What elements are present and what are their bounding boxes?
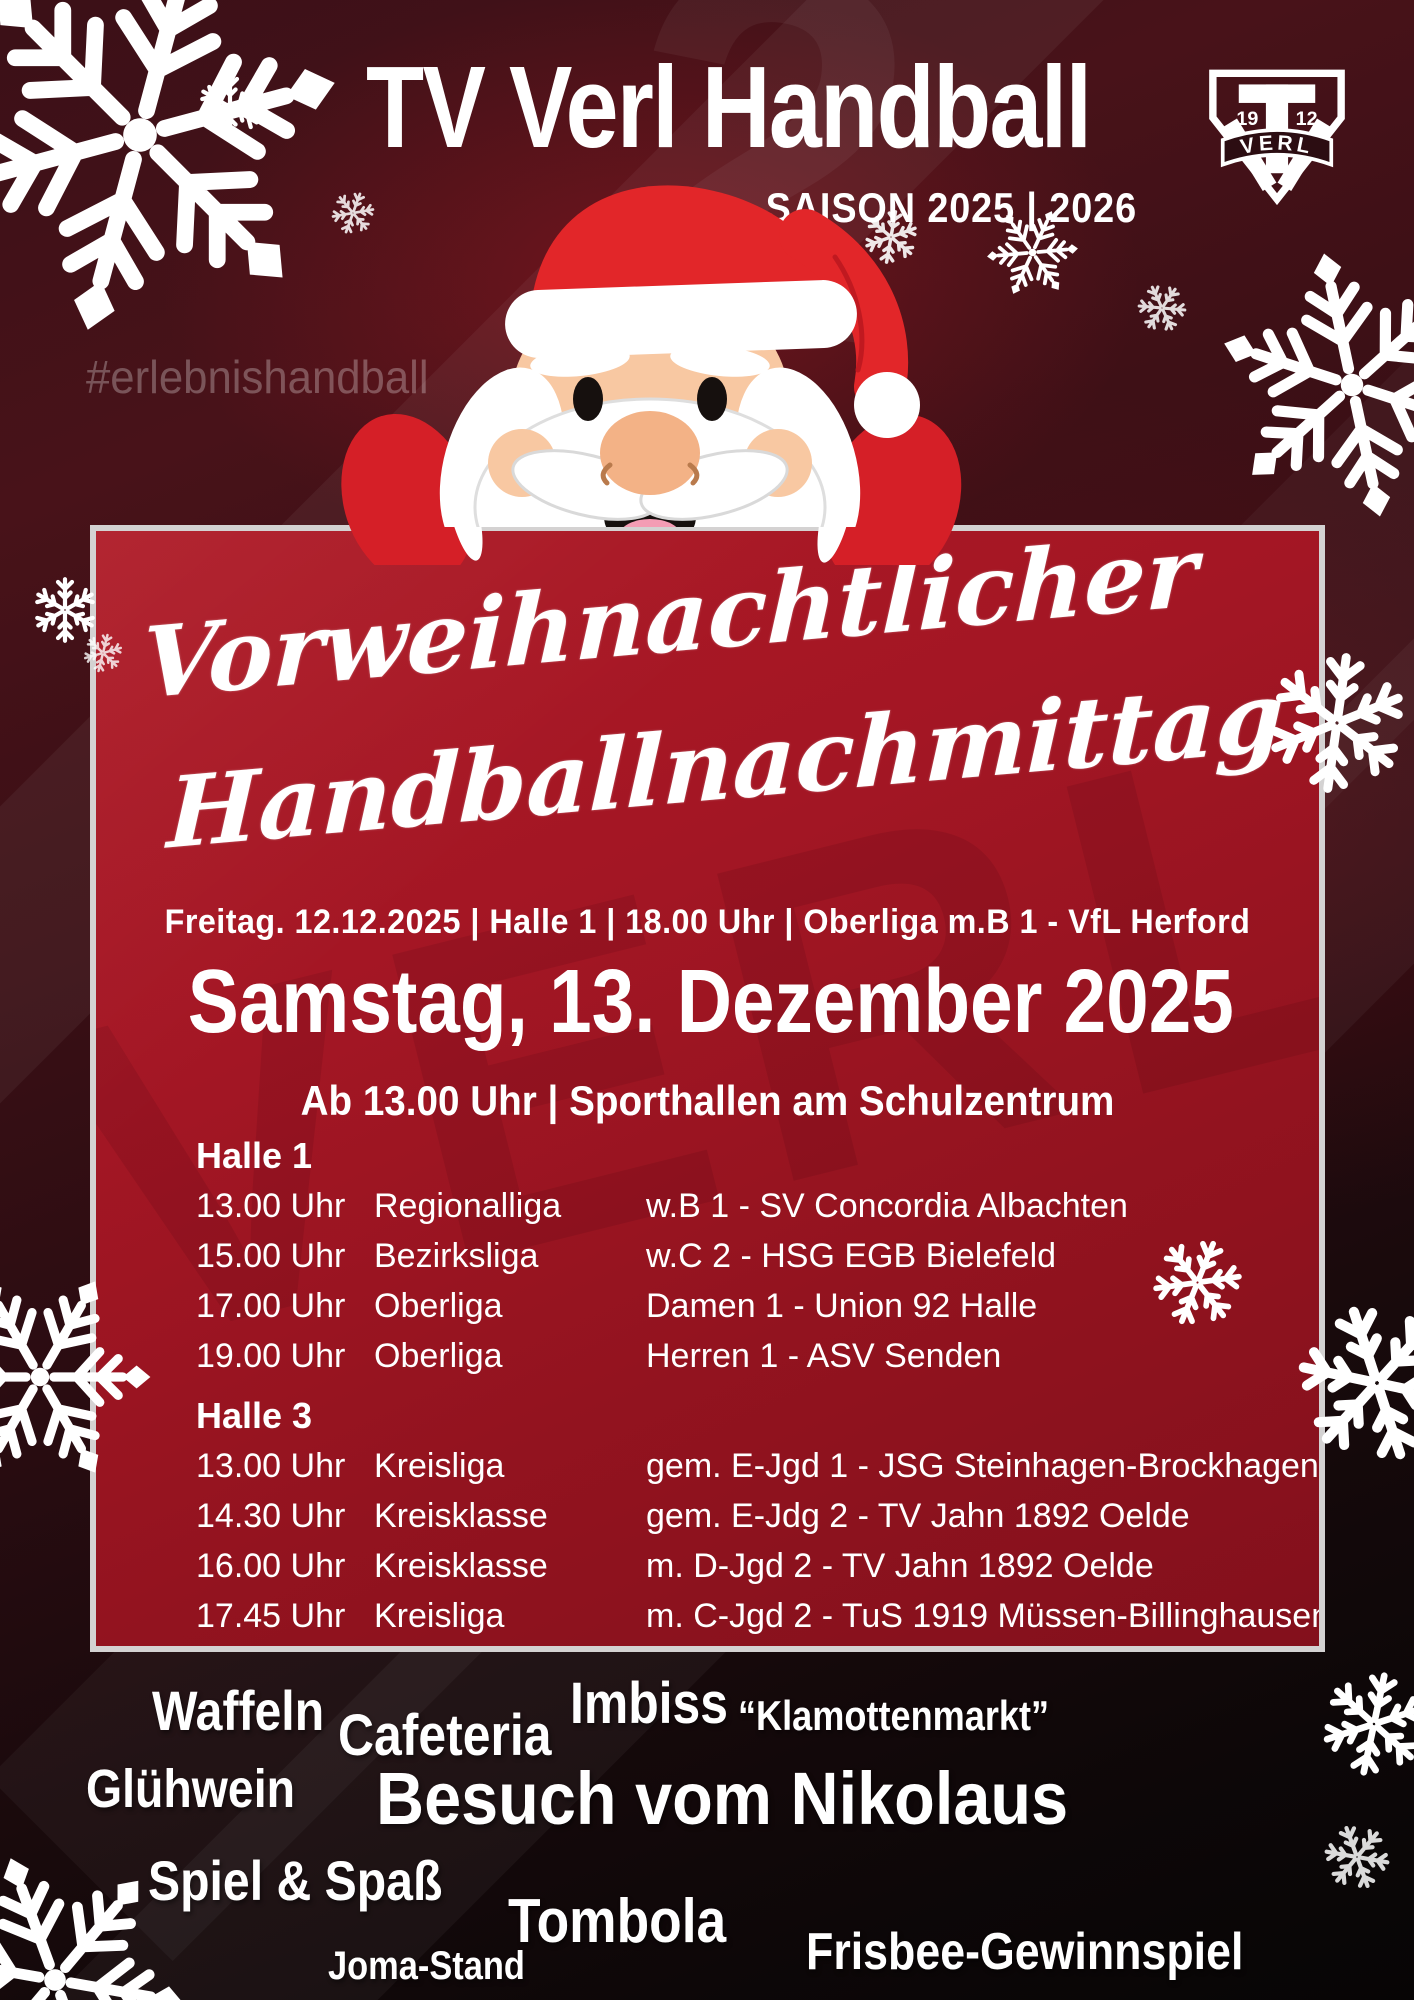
event-board: VERL Vorweihnachtlicher Handballnachmitt… bbox=[90, 525, 1325, 1652]
attraction-nikolaus: Besuch vom Nikolaus bbox=[376, 1757, 1069, 1840]
attraction-tombola: Tombola bbox=[508, 1887, 727, 1956]
match-time: 17.45 Uhr bbox=[196, 1597, 346, 1635]
attraction-klamottenmarkt: “Klamottenmarkt” bbox=[738, 1692, 1050, 1739]
match-league: Oberliga bbox=[374, 1337, 503, 1375]
club-logo: 19 12 VERL bbox=[1209, 69, 1345, 206]
match-schedule: Halle 1 13.00 Uhr Regionalliga w.B 1 - S… bbox=[196, 1131, 1319, 1641]
attraction-gluehwein: Glühwein bbox=[86, 1759, 295, 1819]
attraction-waffeln: Waffeln bbox=[152, 1679, 325, 1742]
snowflake-icon bbox=[1136, 282, 1188, 334]
match-time: 16.00 Uhr bbox=[196, 1547, 346, 1585]
snowflake-icon bbox=[195, 72, 265, 142]
attraction-frisbee: Frisbee-Gewinnspiel bbox=[806, 1923, 1244, 1981]
attraction-cafeteria: Cafeteria bbox=[338, 1703, 552, 1768]
match-league: Oberliga bbox=[374, 1287, 503, 1325]
match-time: 19.00 Uhr bbox=[196, 1337, 346, 1375]
match-teams: gem. E-Jgd 1 - JSG Steinhagen-Brockhagen bbox=[646, 1447, 1319, 1485]
santa-illustration bbox=[341, 185, 962, 565]
logo-club-name: VERL bbox=[1239, 132, 1312, 159]
attraction-joma-stand: Joma-Stand bbox=[328, 1944, 525, 1988]
logo-year-right: 12 bbox=[1296, 108, 1318, 130]
friday-info-line: Freitag. 12.12.2025 | Halle 1 | 18.00 Uh… bbox=[164, 903, 1251, 941]
snowflake-icon bbox=[1322, 1822, 1392, 1892]
snowflake-icon bbox=[1318, 1668, 1414, 1780]
match-time: 15.00 Uhr bbox=[196, 1237, 346, 1275]
santa-hat bbox=[505, 185, 920, 438]
logo-year-left: 19 bbox=[1236, 108, 1258, 130]
match-teams: m. D-Jgd 2 - TV Jahn 1892 Oelde bbox=[646, 1547, 1154, 1585]
match-league: Kreisklasse bbox=[374, 1497, 548, 1535]
hall1-header: Halle 1 bbox=[196, 1135, 313, 1176]
santa-mitten-left bbox=[341, 414, 475, 565]
attraction-spiel-und-spass: Spiel & Spaß bbox=[148, 1849, 443, 1912]
match-league: Kreisklasse bbox=[374, 1547, 548, 1585]
page-title: TV Verl Handball bbox=[366, 42, 1092, 172]
match-teams: gem. E-Jdg 2 - TV Jahn 1892 Oelde bbox=[646, 1497, 1190, 1535]
match-teams: w.C 2 - HSG EGB Bielefeld bbox=[646, 1237, 1057, 1275]
match-teams: m. C-Jgd 2 - TuS 1919 Müssen-Billinghaus… bbox=[646, 1597, 1325, 1635]
match-time: 17.00 Uhr bbox=[196, 1287, 346, 1325]
match-teams: Damen 1 - Union 92 Halle bbox=[646, 1287, 1038, 1325]
svg-text:VERL: VERL bbox=[1239, 132, 1316, 159]
hashtag-label: #erlebnishandball bbox=[86, 351, 429, 403]
match-league: Bezirksliga bbox=[374, 1237, 539, 1275]
match-teams: Herren 1 - ASV Senden bbox=[646, 1337, 1002, 1375]
attraction-imbiss: Imbiss bbox=[570, 1671, 729, 1736]
match-league: Kreisliga bbox=[374, 1447, 505, 1485]
match-time: 13.00 Uhr bbox=[196, 1187, 346, 1225]
hall3-header: Halle 3 bbox=[196, 1395, 313, 1436]
saturday-title: Samstag, 13. Dezember 2025 bbox=[187, 952, 1234, 1052]
match-time: 13.00 Uhr bbox=[196, 1447, 346, 1485]
match-league: Kreisliga bbox=[374, 1597, 505, 1635]
santa-mitten-right bbox=[822, 414, 962, 565]
venue-info-line: Ab 13.00 Uhr | Sporthallen am Schulzentr… bbox=[300, 1077, 1115, 1124]
match-time: 14.30 Uhr bbox=[196, 1497, 346, 1535]
match-league: Regionalliga bbox=[374, 1187, 562, 1225]
match-teams: w.B 1 - SV Concordia Albachten bbox=[646, 1187, 1128, 1225]
